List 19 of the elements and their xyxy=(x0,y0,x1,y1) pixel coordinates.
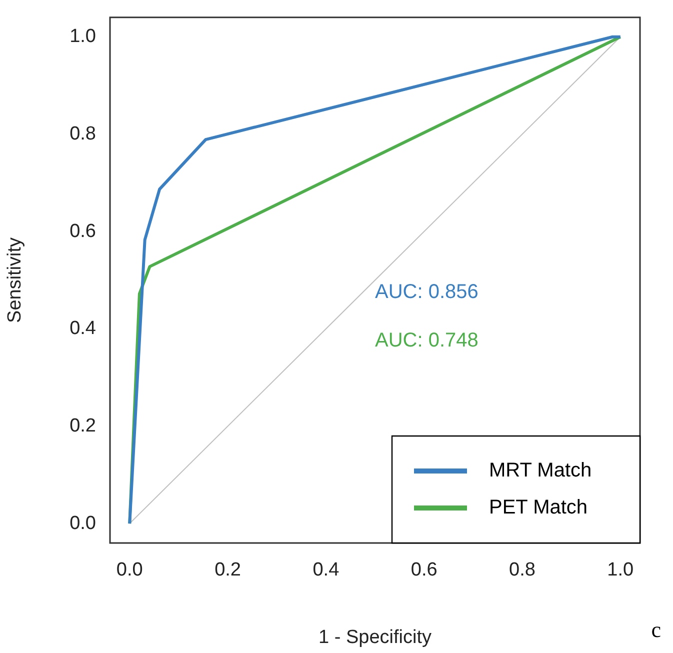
x-axis-title: 1 - Specificity xyxy=(318,626,432,648)
x-tick-label: 1.0 xyxy=(607,560,634,581)
y-tick-label: 0.2 xyxy=(70,415,96,436)
x-tick-label: 0.0 xyxy=(116,560,143,581)
y-tick-label: 0.0 xyxy=(70,512,96,534)
annotation: AUC: 0.856 xyxy=(375,280,478,303)
y-tick-label: 1.0 xyxy=(70,26,96,48)
x-tick-label: 0.2 xyxy=(214,560,241,581)
y-tick-label: 0.4 xyxy=(70,318,96,340)
x-tick-label: 0.6 xyxy=(410,560,438,581)
x-tick-label: 0.4 xyxy=(312,560,340,581)
y-axis-title: Sensitivity xyxy=(4,236,26,323)
y-tick-label: 0.6 xyxy=(70,220,96,242)
text: c xyxy=(651,617,661,643)
annotation: AUC: 0.748 xyxy=(375,330,478,352)
y-tick-label: 0.8 xyxy=(70,123,96,144)
legend-label: MRT Match xyxy=(489,460,592,482)
x-tick-label: 0.8 xyxy=(509,560,536,581)
legend-label: PET Match xyxy=(489,496,588,519)
